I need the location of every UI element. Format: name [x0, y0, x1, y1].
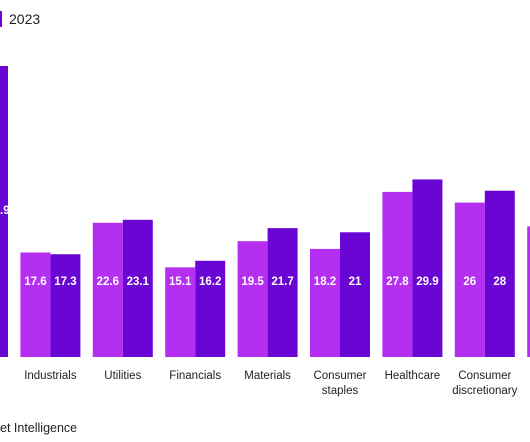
value-label-series0-2: 22.6: [97, 276, 119, 288]
bar-series1-5: [340, 232, 370, 357]
bar-series0-2: [92, 222, 123, 357]
value-label-series0-1: 17.6: [24, 276, 46, 288]
category-label-3-0: Financials: [169, 370, 221, 382]
value-label-series1-5: 21: [349, 276, 362, 288]
category-label-1-0: Industrials: [24, 370, 77, 382]
value-label-series0-4: 19.5: [241, 276, 264, 288]
category-label-7-1: discretionary: [452, 385, 517, 397]
bar-series0-3: [165, 267, 196, 357]
value-label-series1-1: 17.3: [54, 276, 76, 288]
bar-series0-4: [237, 241, 268, 357]
bar-series1-3: [195, 260, 226, 357]
category-label-2-0: Utilities: [104, 370, 141, 382]
bar-series1-6: [412, 179, 443, 357]
value-label-series1-6: 29.9: [416, 276, 438, 288]
legend-swatch: [0, 11, 2, 27]
value-label-series1-4: 21.7: [271, 276, 293, 288]
value-label-series0-7: 26: [463, 276, 476, 288]
bar-series0-1: [20, 252, 51, 357]
value-label-series0-3: 15.1: [169, 276, 192, 288]
bar-series1-1: [50, 254, 81, 357]
category-label-6-0: Healthcare: [385, 370, 441, 382]
legend: 2023: [0, 9, 40, 29]
category-label-4-0: Materials: [244, 370, 291, 382]
legend-label-2023: 2023: [9, 11, 41, 27]
source-note: et Intelligence: [0, 421, 78, 435]
bar-series1-0: [0, 66, 8, 357]
bar-series0-5: [310, 248, 340, 357]
bar-series0-8: [527, 226, 530, 357]
bar-series0-7: [454, 202, 485, 357]
category-label-7-0: Consumer: [458, 370, 511, 382]
value-label-series0-6: 27.8: [386, 276, 409, 288]
value-label-series0-5: 18.2: [314, 276, 336, 288]
value-label-series1-3: 16.2: [199, 276, 221, 288]
bar-series1-4: [267, 228, 298, 357]
bar-series1-2: [122, 219, 153, 357]
category-label-5-1: staples: [322, 385, 359, 397]
value-label-series1-7: 28: [493, 276, 506, 288]
value-label-series1-2: 23.1: [127, 276, 150, 288]
bar-series1-7: [484, 190, 515, 357]
value-label-partial: .9: [0, 205, 10, 217]
bar-series0-6: [382, 191, 413, 357]
category-label-5-0: Consumer: [313, 370, 366, 382]
